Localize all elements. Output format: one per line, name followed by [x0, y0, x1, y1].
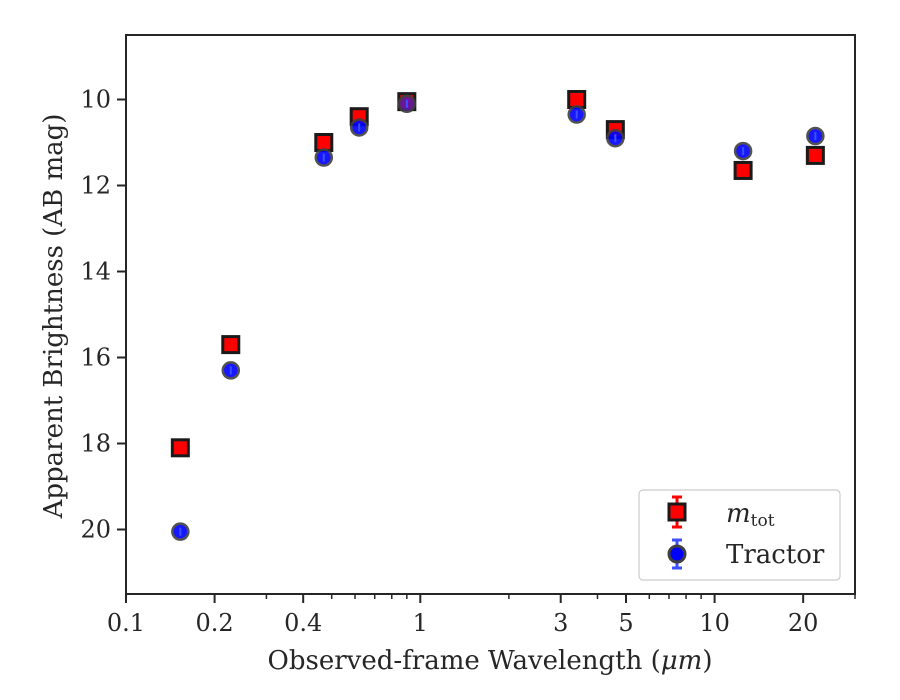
mtot-point: [733, 160, 753, 180]
legend: mtot Tractor: [638, 489, 841, 581]
x-axis-label: Observed-frame Wavelength (μm): [268, 646, 713, 676]
y-tick-label: 18: [80, 430, 111, 458]
y-axis: 10 12 14 16 18 20: [80, 86, 126, 544]
legend-tractor-marker: [667, 544, 687, 564]
x-tick-label: 10: [699, 609, 730, 637]
legend-entry-tractor: Tractor: [667, 538, 825, 570]
mtot-point: [314, 133, 334, 152]
mtot-point: [805, 145, 825, 165]
x-axis: 0.1 0.2 0.4 1 3 5 10 20: [107, 594, 856, 637]
legend-tractor-label: Tractor: [726, 540, 825, 570]
x-tick-label: 5: [618, 609, 633, 637]
legend-entry-mtot: mtot: [667, 495, 775, 531]
x-tick-label: 3: [553, 609, 568, 637]
x-tick-label: 0.1: [107, 609, 145, 637]
x-tick-label: 1: [413, 609, 428, 637]
x-tick-label: 0.2: [196, 609, 234, 637]
y-tick-label: 10: [80, 86, 111, 114]
plot-frame: [125, 34, 856, 595]
mtot-point: [567, 90, 587, 109]
y-tick-label: 12: [80, 172, 111, 200]
x-tick-label: 0.4: [284, 609, 322, 637]
legend-mtot-label: mtot: [726, 499, 775, 531]
y-tick-label: 16: [80, 344, 111, 372]
y-tick-label: 14: [80, 258, 111, 286]
x-tick-label: 20: [788, 609, 819, 637]
plot-marks: [170, 90, 825, 541]
y-axis-label: Apparent Brightness (AB mag): [39, 114, 69, 520]
y-tick-label: 20: [80, 516, 111, 544]
legend-mtot-marker: [667, 502, 687, 522]
legend-box: [638, 489, 841, 581]
mtot-point: [221, 335, 241, 355]
mtot-point: [170, 438, 190, 458]
